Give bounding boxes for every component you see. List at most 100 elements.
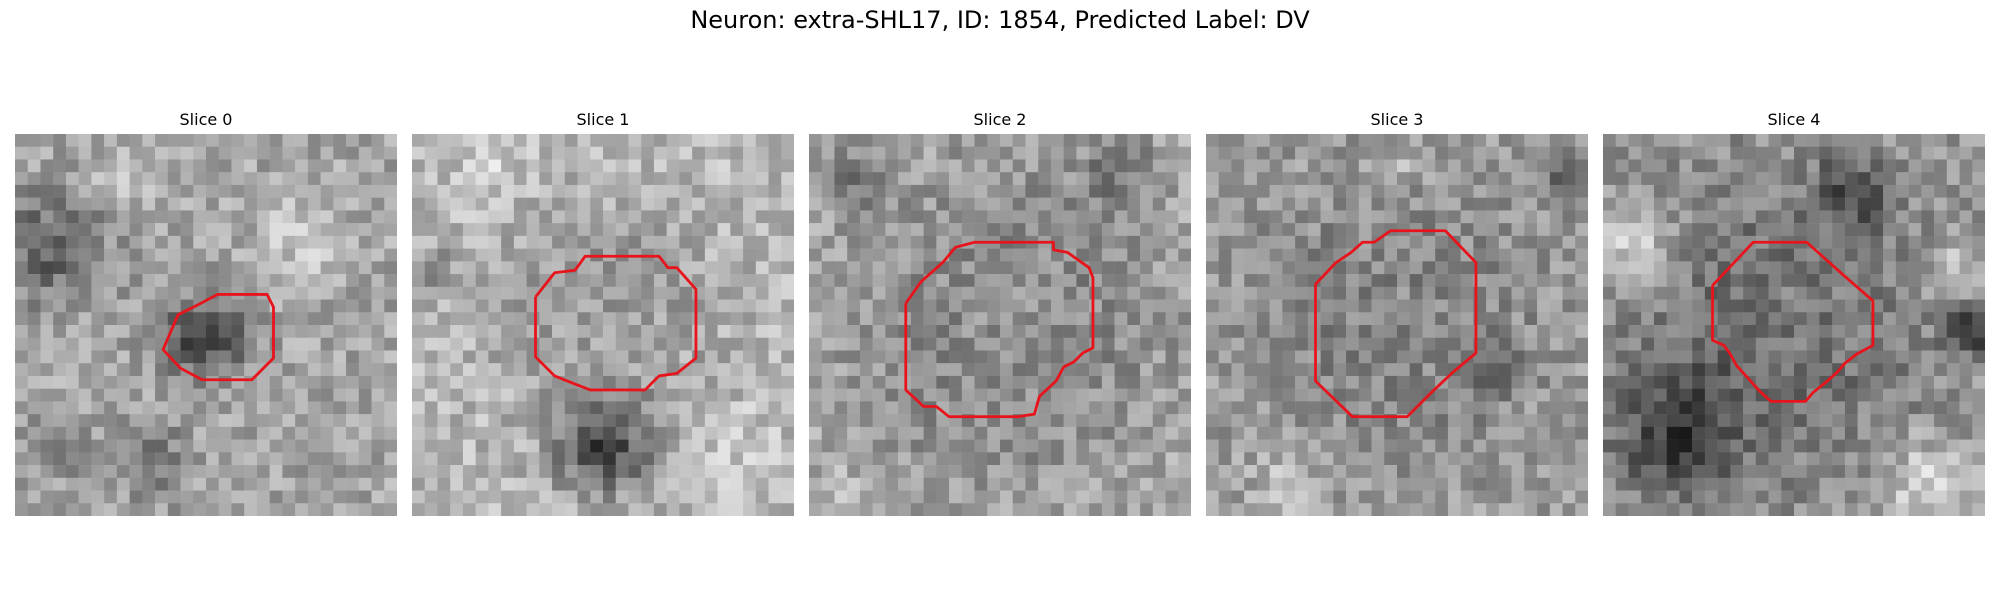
pixel: [859, 490, 873, 504]
pixel: [488, 439, 502, 453]
pixel: [755, 503, 769, 516]
pixel: [552, 452, 566, 466]
pixel: [653, 503, 667, 516]
pixel: [1231, 477, 1245, 491]
pixel: [1755, 184, 1769, 198]
pixel: [53, 426, 67, 440]
pixel: [704, 401, 718, 415]
pixel: [1755, 159, 1769, 173]
pixel: [1000, 134, 1013, 147]
pixel: [1050, 503, 1064, 516]
pixel: [1346, 146, 1360, 160]
pixel: [244, 172, 258, 186]
pixel: [1511, 261, 1525, 275]
pixel: [424, 223, 438, 237]
pixel: [834, 439, 848, 453]
pixel: [1206, 261, 1219, 275]
pixel: [653, 235, 667, 249]
pixel: [743, 477, 757, 491]
pixel: [437, 388, 451, 402]
pixel: [692, 337, 706, 351]
pixel: [167, 223, 181, 237]
pixel: [1511, 388, 1525, 402]
slice-panel-4: Slice 4: [1603, 110, 1985, 516]
pixel: [1206, 401, 1219, 415]
pixel: [949, 274, 963, 288]
pixel: [1063, 235, 1077, 249]
pixel: [1883, 490, 1897, 504]
pixel: [692, 388, 706, 402]
pixel: [1832, 274, 1846, 288]
pixel: [1895, 439, 1909, 453]
pixel: [1152, 223, 1166, 237]
pixel: [513, 426, 527, 440]
pixel: [1832, 223, 1846, 237]
pixel: [1269, 452, 1283, 466]
pixel: [1934, 210, 1948, 224]
pixel: [755, 465, 769, 479]
pixel: [1473, 490, 1487, 504]
pixel: [590, 490, 604, 504]
pixel: [1307, 401, 1321, 415]
pixel: [1140, 401, 1154, 415]
pixel: [1895, 452, 1909, 466]
pixel: [1127, 146, 1141, 160]
pixel: [1806, 223, 1820, 237]
pixel: [1959, 235, 1973, 249]
pixel: [65, 477, 79, 491]
pixel: [1819, 477, 1833, 491]
pixel: [615, 184, 629, 198]
pixel: [859, 286, 873, 300]
pixel: [1819, 350, 1833, 364]
pixel: [295, 375, 309, 389]
pixel: [885, 414, 899, 428]
pixel: [1679, 299, 1693, 313]
pixel: [641, 388, 655, 402]
pixel: [167, 159, 181, 173]
pixel: [755, 439, 769, 453]
pixel: [949, 503, 963, 516]
pixel: [1692, 184, 1706, 198]
pixel: [1844, 248, 1858, 262]
pixel: [755, 414, 769, 428]
pixel: [539, 312, 553, 326]
pixel: [590, 134, 604, 147]
pixel: [307, 299, 321, 313]
pixel: [1114, 248, 1128, 262]
pixel: [513, 172, 527, 186]
pixel: [1089, 261, 1103, 275]
pixel: [1895, 350, 1909, 364]
pixel: [15, 134, 28, 147]
pixel: [1628, 388, 1642, 402]
pixel: [1101, 299, 1115, 313]
pixel: [256, 388, 270, 402]
pixel: [1152, 172, 1166, 186]
pixel: [1063, 477, 1077, 491]
pixel: [1679, 337, 1693, 351]
pixel: [615, 299, 629, 313]
pixel: [1114, 490, 1128, 504]
pixel: [1717, 401, 1731, 415]
pixel: [872, 503, 886, 516]
pixel: [501, 299, 515, 313]
pixel: [1089, 401, 1103, 415]
pixel: [65, 286, 79, 300]
pixel: [809, 477, 822, 491]
pixel: [821, 159, 835, 173]
pixel: [1615, 197, 1629, 211]
pixel: [1050, 274, 1064, 288]
pixel: [27, 248, 41, 262]
pixel: [859, 477, 873, 491]
pixel: [1346, 286, 1360, 300]
pixel: [641, 401, 655, 415]
pixel: [1384, 337, 1398, 351]
pixel: [692, 235, 706, 249]
pixel: [1152, 146, 1166, 160]
pixel: [847, 325, 861, 338]
pixel: [1282, 312, 1296, 326]
pixel: [15, 159, 28, 173]
pixel: [859, 426, 873, 440]
pixel: [564, 401, 578, 415]
pixel: [1358, 439, 1372, 453]
pixel: [424, 159, 438, 173]
